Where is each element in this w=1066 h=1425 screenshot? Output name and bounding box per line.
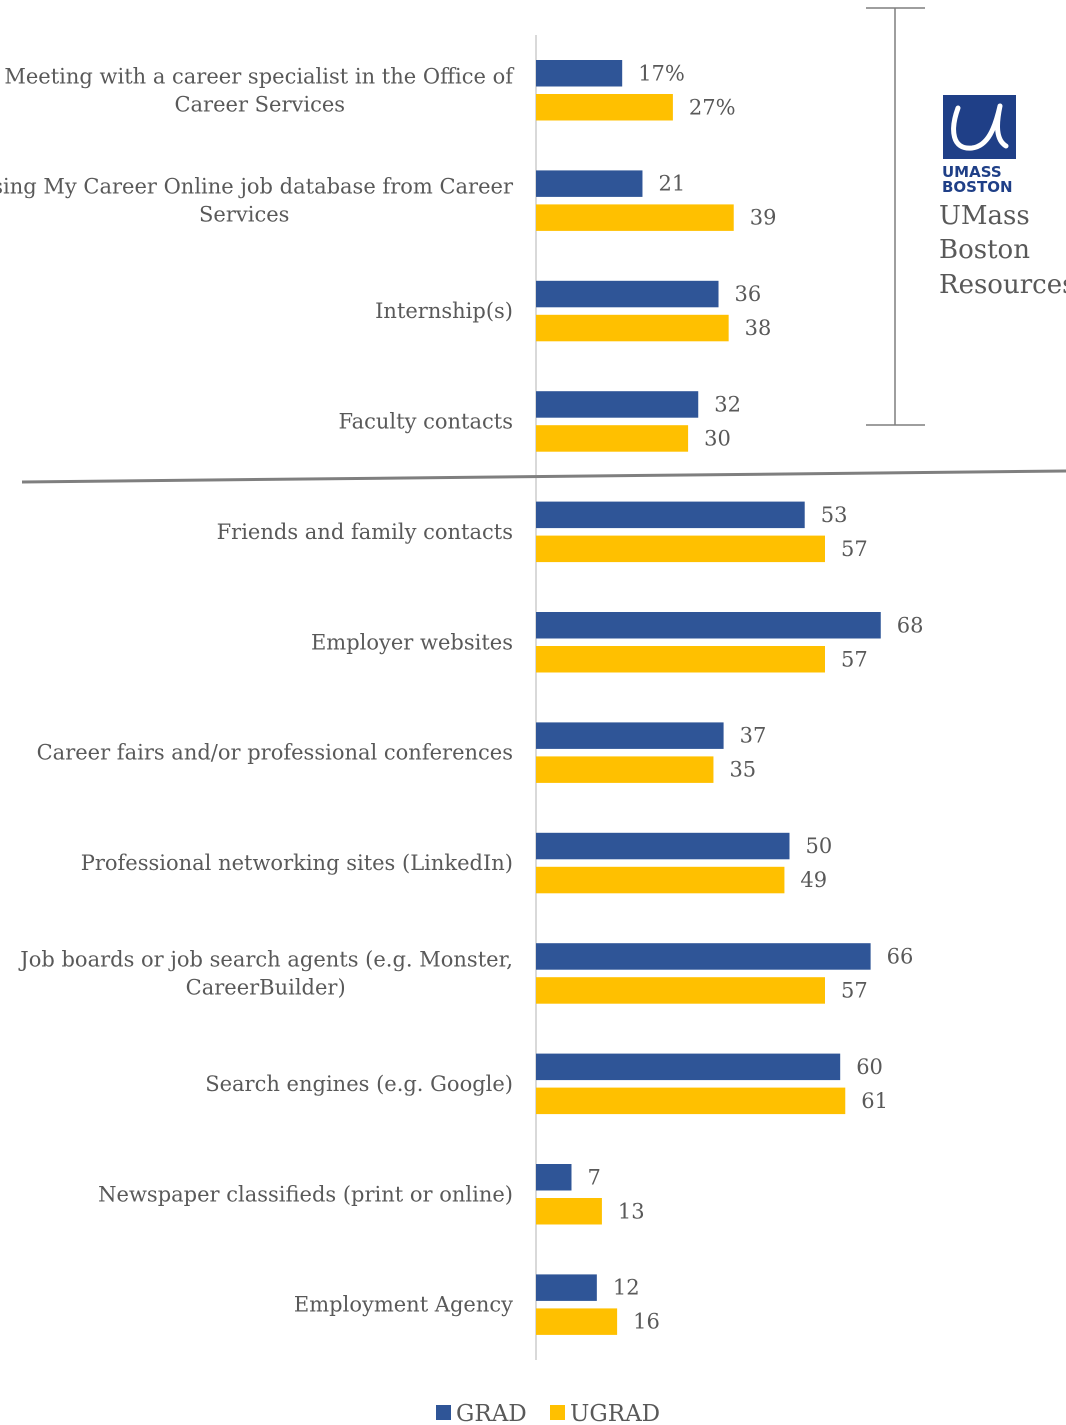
category-label-1-line-0: Using My Career Online job database from…: [0, 175, 514, 199]
value-label-ugrad-9: 61: [861, 1089, 888, 1113]
category-labels-layer: Meeting with a career specialist in the …: [0, 64, 515, 1316]
legend-swatch-ugrad: [550, 1405, 565, 1420]
bar-ugrad-1: [536, 204, 734, 231]
bar-ugrad-3: [536, 425, 689, 452]
legend-label-ugrad: UGRAD: [570, 1401, 660, 1425]
bar-ugrad-9: [536, 1087, 846, 1115]
bar-ugrad-0: [536, 94, 673, 121]
bar-grad-0: [536, 60, 623, 87]
category-label-0-line-1: Career Services: [174, 92, 345, 116]
value-label-ugrad-7: 49: [800, 868, 827, 892]
legend-label-grad: GRAD: [456, 1401, 527, 1425]
value-label-grad-1: 21: [658, 172, 685, 196]
value-label-grad-5: 68: [897, 613, 924, 637]
bar-grad-6: [536, 722, 724, 749]
value-label-ugrad-3: 30: [704, 426, 731, 450]
bar-grad-3: [536, 391, 699, 418]
value-label-ugrad-5: 57: [841, 647, 868, 671]
bar-ugrad-10: [536, 1198, 602, 1225]
bar-grad-11: [536, 1274, 597, 1301]
bar-ugrad-11: [536, 1308, 618, 1335]
value-label-grad-4: 53: [821, 503, 848, 527]
value-label-grad-2: 36: [735, 282, 762, 306]
bar-ugrad-6: [536, 756, 714, 783]
bar-grad-1: [536, 170, 643, 197]
value-label-grad-9: 60: [856, 1055, 883, 1079]
bar-grad-9: [536, 1053, 841, 1081]
category-label-10-line-0: Newspaper classifieds (print or online): [98, 1182, 513, 1206]
value-label-grad-0: 17%: [638, 61, 685, 85]
category-label-8-line-0: Job boards or job search agents (e.g. Mo…: [18, 947, 513, 971]
group-annotation-line-2: Boston: [939, 235, 1030, 265]
bar-ugrad-5: [536, 646, 825, 673]
bar-ugrad-4: [536, 535, 825, 563]
value-label-grad-10: 7: [587, 1165, 600, 1189]
logo-word-2: BOSTON: [942, 178, 1013, 196]
bar-ugrad-7: [536, 866, 785, 894]
logo-word-1: UMASS: [942, 163, 1002, 181]
category-label-11-line-0: Employment Agency: [294, 1293, 513, 1317]
category-label-5-line-0: Employer websites: [311, 630, 513, 654]
bar-grad-8: [536, 943, 871, 970]
value-label-grad-6: 37: [740, 724, 767, 748]
group-annotation-line-1: UMass: [939, 201, 1030, 231]
category-label-7-line-0: Professional networking sites (LinkedIn): [81, 851, 513, 875]
value-label-ugrad-11: 16: [633, 1310, 660, 1334]
value-label-ugrad-0: 27%: [689, 95, 736, 119]
umass-boston-logo: UMASS BOSTON: [942, 95, 1016, 196]
umass-resources-bracket: [866, 7, 925, 426]
bar-grad-10: [536, 1164, 572, 1191]
value-label-grad-8: 66: [887, 944, 914, 968]
category-label-1-line-1: Services: [199, 203, 289, 227]
legend-swatch-grad: [436, 1405, 451, 1420]
bar-ugrad-8: [536, 977, 825, 1004]
category-label-6-line-0: Career fairs and/or professional confere…: [37, 741, 513, 765]
value-label-ugrad-10: 13: [618, 1199, 645, 1223]
value-label-ugrad-6: 35: [729, 758, 756, 782]
category-label-9-line-0: Search engines (e.g. Google): [205, 1072, 513, 1096]
value-label-grad-3: 32: [714, 392, 741, 416]
category-label-2-line-0: Internship(s): [375, 299, 513, 323]
bar-grad-7: [536, 832, 790, 860]
legend: GRAD UGRAD: [436, 1401, 660, 1425]
group-annotation-line-3: Resources: [939, 270, 1066, 300]
value-label-ugrad-8: 57: [841, 978, 868, 1002]
section-divider: [21, 469, 1066, 484]
category-label-4-line-0: Friends and family contacts: [217, 520, 513, 544]
bars-layer: [536, 60, 881, 1335]
value-label-ugrad-1: 39: [750, 206, 777, 230]
value-labels-layer: 17%27% 21 39 36 38 32 30 53 57 68 57 37 35 50 49 66 57 60…: [587, 61, 923, 1333]
category-label-0-line-0: Meeting with a career specialist in the …: [4, 64, 515, 88]
bar-grad-4: [536, 501, 805, 529]
bar-grad-5: [536, 612, 881, 639]
value-label-grad-11: 12: [613, 1276, 640, 1300]
bar-ugrad-2: [536, 314, 729, 342]
value-label-ugrad-4: 57: [841, 537, 868, 561]
value-label-ugrad-2: 38: [745, 316, 772, 340]
bar-grad-2: [536, 280, 719, 308]
value-label-grad-7: 50: [806, 834, 833, 858]
category-label-3-line-0: Faculty contacts: [338, 409, 513, 433]
category-label-8-line-1: CareerBuilder): [186, 975, 346, 999]
